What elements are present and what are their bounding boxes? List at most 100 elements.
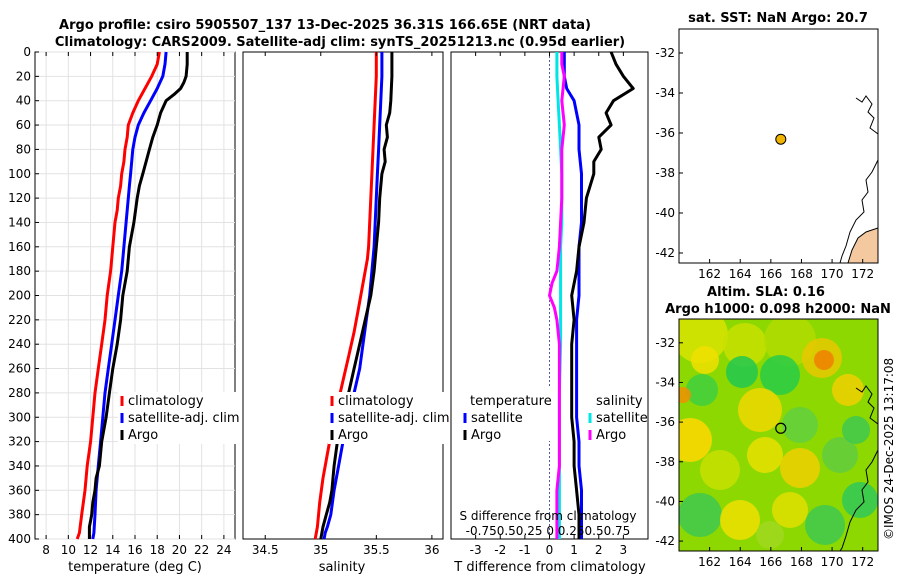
x-tick-label: -2	[494, 543, 506, 557]
imos-credit: ©IMOS 24-Dec-2025 13:17:08	[882, 358, 896, 540]
x-tick-label: -1	[519, 543, 531, 557]
map-x-tick-label: 172	[851, 267, 874, 281]
legend-background	[585, 387, 647, 441]
sst-map-title: sat. SST: NaN Argo: 20.7	[688, 11, 868, 26]
x-tick-label: 24	[216, 543, 231, 557]
legend-label: Argo	[471, 428, 501, 443]
x-tick-label: -3	[470, 543, 482, 557]
y-tick-label: 0	[23, 45, 31, 59]
map-x-tick-label: 170	[821, 555, 844, 569]
legend-background	[118, 392, 246, 444]
sla-map-title-line1: Altim. SLA: 0.16	[707, 285, 825, 300]
sla-anomaly-blob	[686, 374, 718, 406]
legend-background	[328, 392, 456, 444]
y-tick-label: 20	[16, 69, 31, 83]
y-tick-label: 340	[8, 459, 31, 473]
sla-anomaly-blob	[700, 450, 740, 490]
figure-title-line1: Argo profile: csiro 5905507_137 13-Dec-2…	[59, 18, 591, 33]
map-y-tick-label: -32	[655, 336, 675, 350]
sla-anomaly-blob	[780, 448, 820, 488]
map-y-tick-label: -34	[655, 86, 675, 100]
y-tick-label: 100	[8, 167, 31, 181]
sla-anomaly-blob	[679, 387, 691, 403]
sla-anomaly-blob	[679, 418, 712, 462]
legend-background	[462, 387, 550, 441]
y-tick-label: 160	[8, 240, 31, 254]
difference-xlabel: T difference from climatology	[453, 560, 646, 575]
x-tick-label: 10	[61, 543, 76, 557]
map-x-tick-label: 162	[698, 267, 721, 281]
legend-label: satellite	[596, 411, 648, 426]
sla-anomaly-blob	[822, 437, 858, 473]
series-line-t-satellite	[562, 52, 583, 539]
legend-label: satellite	[471, 411, 523, 426]
legend-temperature-title: temperature	[470, 394, 552, 409]
sst-map-ticks: 162 164 166 168 170 172 -32 -34 -36 -38 -40 -42	[655, 46, 874, 281]
map-y-tick-label: -32	[655, 46, 675, 60]
sla-map-panel: Altim. SLA: 0.16 Argo h1000: 0.098 h2000…	[655, 285, 890, 569]
y-tick-label: 360	[8, 483, 31, 497]
map-x-tick-label: 164	[729, 555, 752, 569]
legend-label: Argo	[338, 428, 368, 443]
s-difference-title: S difference from climatology	[460, 509, 637, 523]
salinity-panel: 34.5 35 35.5 36 climatology satellite-adj. c…	[242, 51, 456, 575]
y-tick-label: 240	[8, 337, 31, 351]
temperature-xlabel: temperature (deg C)	[68, 560, 202, 575]
sla-anomaly-blob	[805, 505, 845, 545]
series-line-s-argo	[548, 52, 566, 539]
map-y-tick-label: -36	[655, 415, 675, 429]
sla-map-axes	[678, 318, 879, 552]
float-position-marker	[775, 133, 787, 145]
x-tick-label: 16	[127, 543, 142, 557]
sla-anomaly-blob	[720, 500, 760, 540]
map-x-tick-label: 164	[729, 267, 752, 281]
legend-label: Argo	[128, 428, 158, 443]
x-tick-label: 2	[595, 543, 603, 557]
x-tick-label: 1	[570, 543, 578, 557]
x-tick-label: 35	[313, 543, 328, 557]
sla-anomaly-blob	[814, 350, 834, 370]
y-tick-label: 200	[8, 289, 31, 303]
difference-panel: -3 -2 -1 0 1 2 3 temperature salinity satellite A…	[450, 51, 649, 575]
map-x-tick-label: 162	[698, 555, 721, 569]
sla-anomaly-blob	[842, 416, 870, 444]
map-y-tick-label: -34	[655, 375, 675, 389]
salinity-legend: climatology satellite-adj. clim Argo	[328, 392, 456, 444]
sla-anomaly-blob	[772, 492, 808, 528]
sla-anomaly-blob	[756, 521, 784, 549]
y-tick-label: 40	[16, 94, 31, 108]
map-y-tick-label: -40	[655, 494, 675, 508]
float-position-marker	[775, 422, 787, 434]
x-tick-label: 20	[172, 543, 187, 557]
sla-anomaly-blob	[738, 388, 782, 432]
y-tick-label: 220	[8, 313, 31, 327]
sla-anomaly-blobs	[679, 319, 878, 549]
map-y-tick-label: -36	[655, 126, 675, 140]
sla-coastline-south	[839, 449, 878, 551]
temperature-series	[75, 51, 189, 540]
temperature-grid	[35, 51, 235, 540]
series-line-climatology	[313, 52, 378, 540]
difference-series	[548, 51, 635, 539]
sst-coastline-north	[855, 95, 878, 135]
sla-map-title-line2: Argo h1000: 0.098 h2000: NaN	[665, 302, 891, 317]
map-x-tick-label: 166	[759, 267, 782, 281]
salinity-axes	[242, 51, 444, 540]
y-tick-label: 320	[8, 435, 31, 449]
map-y-tick-label: -42	[655, 246, 675, 260]
difference-legend: temperature salinity satellite Argo satellit…	[462, 387, 648, 443]
sla-heatmap	[679, 319, 878, 551]
sla-anomaly-blob	[679, 493, 722, 537]
series-line-argo	[87, 52, 189, 539]
map-y-tick-label: -38	[655, 455, 675, 469]
y-tick-label: 80	[16, 142, 31, 156]
sst-map-panel: sat. SST: NaN Argo: 20.7 162 164 166 168 170…	[655, 11, 879, 281]
legend-label: climatology	[128, 394, 204, 409]
series-line-argo	[319, 52, 394, 540]
series-line-climatology	[75, 51, 161, 540]
sla-anomaly-blob	[747, 437, 783, 473]
sla-anomaly-blob	[691, 346, 719, 374]
sst-coastline-south	[839, 159, 878, 263]
figure-title-line2: Climatology: CARS2009. Satellite-adj cli…	[55, 35, 625, 50]
